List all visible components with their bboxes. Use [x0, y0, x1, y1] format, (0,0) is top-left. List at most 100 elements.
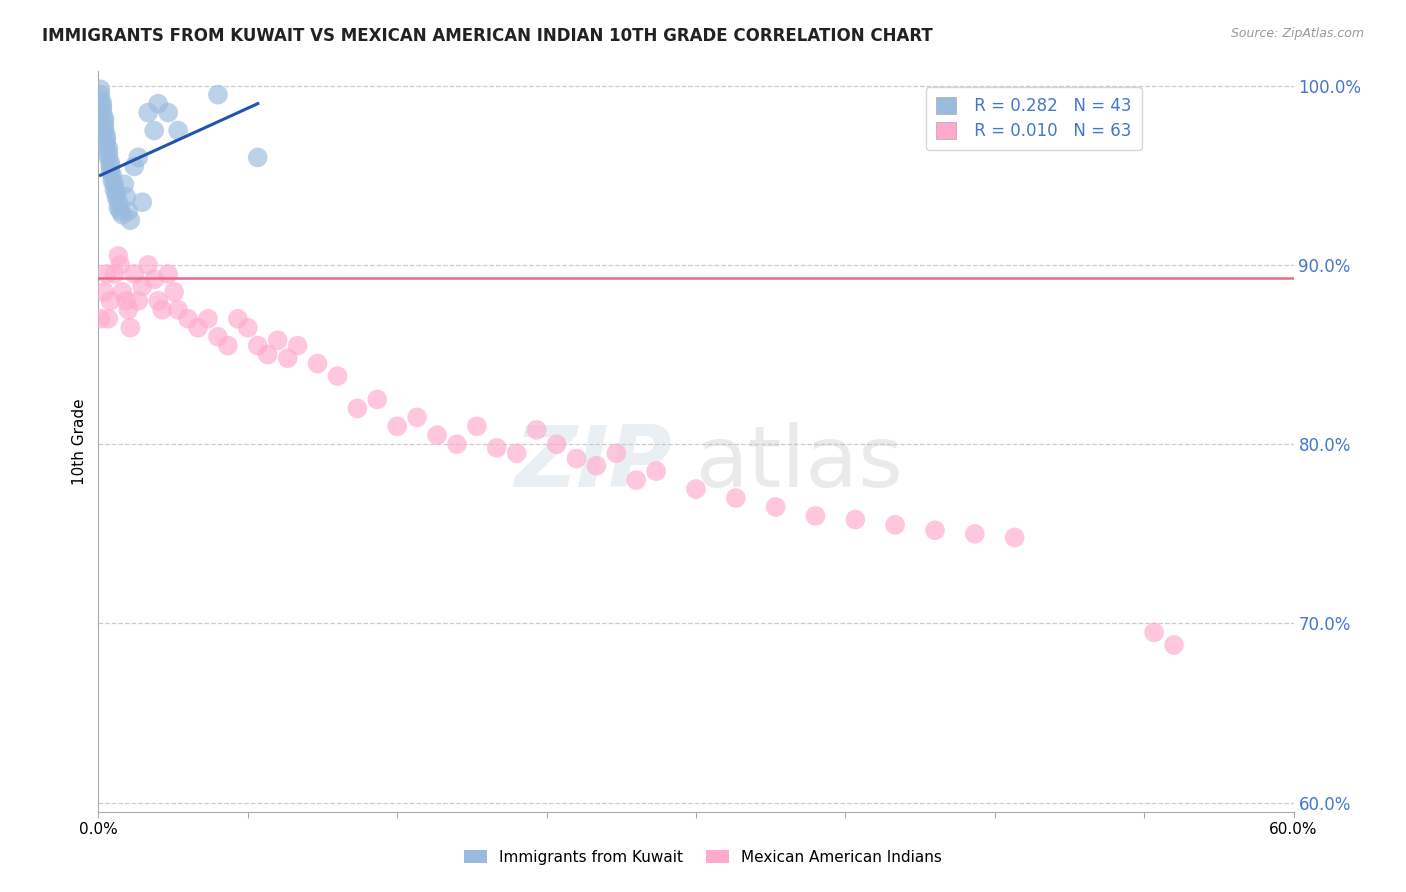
Point	[366, 392, 388, 407]
Point	[426, 428, 449, 442]
Point	[963, 526, 986, 541]
Point	[96, 137, 118, 152]
Point	[765, 500, 787, 514]
Point	[267, 333, 290, 347]
Point	[1163, 638, 1185, 652]
Point	[804, 508, 827, 523]
Point	[226, 311, 249, 326]
Point	[406, 410, 429, 425]
Text: Source: ZipAtlas.com: Source: ZipAtlas.com	[1230, 27, 1364, 40]
Point	[136, 105, 159, 120]
Point	[97, 311, 120, 326]
Point	[148, 96, 170, 111]
Point	[526, 423, 548, 437]
Point	[110, 258, 132, 272]
Point	[1143, 625, 1166, 640]
Point	[105, 186, 128, 201]
Point	[101, 174, 124, 188]
Point	[93, 114, 115, 128]
Point	[120, 213, 142, 227]
Point	[585, 458, 607, 473]
Point	[107, 249, 129, 263]
Point	[131, 195, 153, 210]
Point	[236, 320, 259, 334]
Point	[844, 512, 866, 526]
Point	[326, 369, 349, 384]
Point	[93, 120, 115, 134]
Point	[93, 123, 115, 137]
Point	[91, 105, 114, 120]
Point	[98, 155, 122, 169]
Point	[277, 351, 299, 366]
Point	[101, 169, 124, 183]
Point	[131, 279, 153, 293]
Point	[724, 491, 747, 505]
Point	[120, 320, 142, 334]
Point	[307, 357, 329, 371]
Point	[98, 165, 122, 179]
Point	[91, 100, 114, 114]
Point	[546, 437, 568, 451]
Point	[93, 285, 115, 299]
Point	[924, 523, 946, 537]
Point	[124, 267, 146, 281]
Point	[93, 111, 115, 125]
Point	[111, 285, 134, 299]
Point	[117, 302, 139, 317]
Point	[127, 150, 149, 164]
Point	[89, 82, 111, 96]
Text: atlas: atlas	[696, 422, 904, 505]
Point	[187, 320, 209, 334]
Point	[157, 267, 180, 281]
Point	[110, 204, 132, 219]
Point	[605, 446, 627, 460]
Point	[197, 311, 219, 326]
Point	[127, 293, 149, 308]
Point	[207, 87, 229, 102]
Point	[143, 272, 166, 286]
Point	[115, 190, 138, 204]
Point	[107, 195, 129, 210]
Point	[103, 183, 125, 197]
Point	[97, 141, 120, 155]
Point	[626, 473, 648, 487]
Point	[111, 208, 134, 222]
Point	[177, 311, 200, 326]
Point	[89, 87, 111, 102]
Point	[256, 348, 278, 362]
Point	[217, 338, 239, 352]
Point	[107, 201, 129, 215]
Point	[91, 96, 114, 111]
Point	[157, 105, 180, 120]
Point	[287, 338, 309, 352]
Point	[246, 338, 269, 352]
Point	[167, 123, 190, 137]
Point	[645, 464, 668, 478]
Text: IMMIGRANTS FROM KUWAIT VS MEXICAN AMERICAN INDIAN 10TH GRADE CORRELATION CHART: IMMIGRANTS FROM KUWAIT VS MEXICAN AMERIC…	[42, 27, 934, 45]
Point	[565, 451, 588, 466]
Point	[98, 160, 122, 174]
Point	[446, 437, 468, 451]
Point	[143, 123, 166, 137]
Point	[112, 178, 135, 192]
Point	[117, 204, 139, 219]
Text: ZIP: ZIP	[515, 422, 672, 505]
Point	[89, 311, 111, 326]
Point	[148, 293, 170, 308]
Point	[136, 258, 159, 272]
Point	[89, 93, 111, 107]
Y-axis label: 10th Grade: 10th Grade	[72, 398, 87, 485]
Point	[96, 132, 118, 146]
Point	[97, 150, 120, 164]
Point	[163, 285, 186, 299]
Point	[385, 419, 409, 434]
Point	[150, 302, 173, 317]
Point	[96, 128, 118, 143]
Point	[884, 517, 907, 532]
Point	[506, 446, 529, 460]
Legend: Immigrants from Kuwait, Mexican American Indians: Immigrants from Kuwait, Mexican American…	[458, 844, 948, 871]
Point	[124, 160, 146, 174]
Point	[115, 293, 138, 308]
Point	[96, 267, 118, 281]
Point	[1004, 531, 1026, 545]
